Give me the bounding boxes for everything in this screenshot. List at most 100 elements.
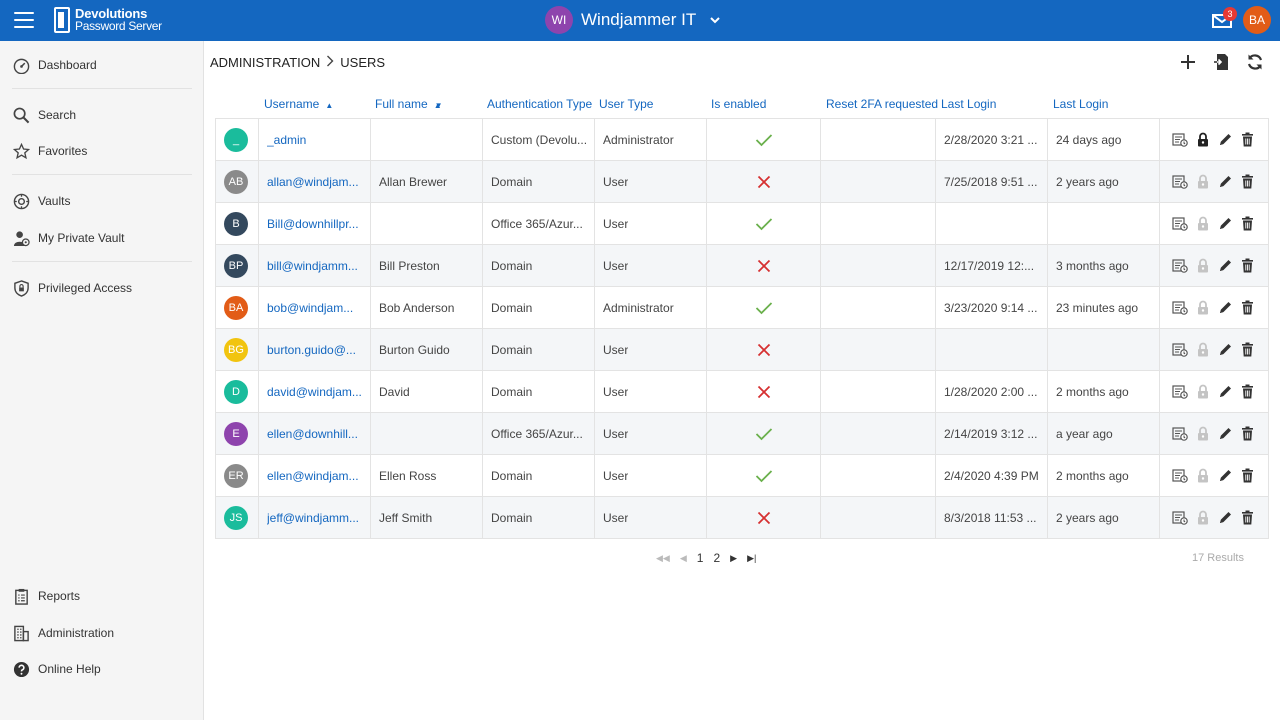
delete-trash-icon[interactable] [1240,216,1256,232]
table-row[interactable]: E ellen@downhill... Office 365/Azur... U… [215,413,1269,455]
lock-icon[interactable] [1195,468,1211,484]
table-row[interactable]: BG burton.guido@... Burton Guido Domain … [215,329,1269,371]
lock-icon[interactable] [1195,342,1211,358]
edit-pencil-icon[interactable] [1217,174,1233,190]
edit-pencil-icon[interactable] [1217,384,1233,400]
delete-trash-icon[interactable] [1240,468,1256,484]
username-link[interactable]: jeff@windjamm... [267,510,359,525]
username-link[interactable]: burton.guido@... [267,342,356,357]
refresh-button[interactable] [1245,52,1265,72]
lock-icon[interactable] [1195,258,1211,274]
username-link[interactable]: bill@windjamm... [267,258,358,273]
edit-pencil-icon[interactable] [1217,300,1233,316]
last-page-icon[interactable]: ▶| [747,552,757,563]
delete-trash-icon[interactable] [1240,132,1256,148]
username-cell[interactable]: burton.guido@... [259,329,371,370]
edit-pencil-icon[interactable] [1217,426,1233,442]
edit-pencil-icon[interactable] [1217,510,1233,526]
page-1-button[interactable]: 1 [696,551,704,565]
lock-icon[interactable] [1195,174,1211,190]
user-report-icon[interactable] [1172,300,1188,316]
edit-pencil-icon[interactable] [1217,258,1233,274]
sidebar-item-search[interactable]: Search [12,103,76,127]
edit-pencil-icon[interactable] [1217,342,1233,358]
user-report-icon[interactable] [1172,468,1188,484]
user-report-icon[interactable] [1172,258,1188,274]
username-cell[interactable]: bill@windjamm... [259,245,371,286]
username-cell[interactable]: _admin [259,119,371,160]
hamburger-menu-icon[interactable] [14,12,34,28]
edit-pencil-icon[interactable] [1217,216,1233,232]
delete-trash-icon[interactable] [1240,300,1256,316]
column-header-reset-2fa[interactable]: Reset 2FA requested [826,97,939,111]
user-report-icon[interactable] [1172,342,1188,358]
add-user-button[interactable] [1178,52,1198,72]
sidebar-item-administration[interactable]: Administration [12,621,114,645]
lock-icon[interactable] [1195,510,1211,526]
table-row[interactable]: BP bill@windjamm... Bill Preston Domain … [215,245,1269,287]
lock-icon[interactable] [1195,426,1211,442]
lock-icon[interactable] [1195,216,1211,232]
edit-pencil-icon[interactable] [1217,132,1233,148]
username-cell[interactable]: allan@windjam... [259,161,371,202]
username-cell[interactable]: david@windjam... [259,371,371,412]
column-header-last-login-relative[interactable]: Last Login [1053,97,1109,111]
sidebar-item-privileged-access[interactable]: Privileged Access [12,276,132,300]
first-page-icon[interactable]: ◀◀ [656,552,670,563]
delete-trash-icon[interactable] [1240,174,1256,190]
import-button[interactable] [1211,52,1231,72]
username-link[interactable]: bob@windjam... [267,300,354,315]
username-link[interactable]: ellen@downhill... [267,426,358,441]
username-link[interactable]: ellen@windjam... [267,468,359,483]
delete-trash-icon[interactable] [1240,384,1256,400]
next-page-icon[interactable]: ▶ [730,552,738,563]
username-link[interactable]: david@windjam... [267,384,362,399]
username-cell[interactable]: jeff@windjamm... [259,497,371,538]
sidebar-item-my-private-vault[interactable]: My Private Vault [12,226,124,250]
user-report-icon[interactable] [1172,132,1188,148]
breadcrumb-administration[interactable]: ADMINISTRATION [210,55,321,70]
notifications-mail-icon[interactable]: 3 [1212,7,1237,28]
column-header-fullname[interactable]: Full name ▲ ▼ [375,97,443,111]
column-header-username[interactable]: Username ▲ [264,97,334,111]
lock-icon[interactable] [1195,300,1211,316]
page-2-button[interactable]: 2 [713,551,721,565]
sidebar-item-reports[interactable]: Reports [12,584,80,608]
user-report-icon[interactable] [1172,216,1188,232]
username-cell[interactable]: bob@windjam... [259,287,371,328]
username-link[interactable]: _admin [267,132,307,147]
devolutions-logo[interactable]: Devolutions Password Server [54,7,162,33]
sidebar-item-online-help[interactable]: Online Help [12,657,101,681]
user-report-icon[interactable] [1172,510,1188,526]
username-link[interactable]: allan@windjam... [267,174,359,189]
user-report-icon[interactable] [1172,174,1188,190]
edit-pencil-icon[interactable] [1217,468,1233,484]
sidebar-item-vaults[interactable]: Vaults [12,189,70,213]
sidebar-item-favorites[interactable]: Favorites [12,139,87,163]
table-row[interactable]: AB allan@windjam... Allan Brewer Domain … [215,161,1269,203]
lock-icon[interactable] [1195,132,1211,148]
column-header-is-enabled[interactable]: Is enabled [711,97,767,111]
username-cell[interactable]: Bill@downhillpr... [259,203,371,244]
previous-page-icon[interactable]: ◀ [679,552,687,563]
table-row[interactable]: B Bill@downhillpr... Office 365/Azur... … [215,203,1269,245]
delete-trash-icon[interactable] [1240,510,1256,526]
delete-trash-icon[interactable] [1240,426,1256,442]
delete-trash-icon[interactable] [1240,258,1256,274]
vault-switcher[interactable]: WI Windjammer IT [545,5,720,35]
delete-trash-icon[interactable] [1240,342,1256,358]
sidebar-item-dashboard[interactable]: Dashboard [12,53,97,77]
table-row[interactable]: ER ellen@windjam... Ellen Ross Domain Us… [215,455,1269,497]
column-header-last-login[interactable]: Last Login [941,97,997,111]
username-link[interactable]: Bill@downhillpr... [267,216,359,231]
lock-icon[interactable] [1195,384,1211,400]
table-row[interactable]: JS jeff@windjamm... Jeff Smith Domain Us… [215,497,1269,539]
column-header-authentication-type[interactable]: Authentication Type [487,97,593,111]
user-report-icon[interactable] [1172,384,1188,400]
table-row[interactable]: BA bob@windjam... Bob Anderson Domain Ad… [215,287,1269,329]
username-cell[interactable]: ellen@windjam... [259,455,371,496]
user-report-icon[interactable] [1172,426,1188,442]
username-cell[interactable]: ellen@downhill... [259,413,371,454]
table-row[interactable]: _ _admin Custom (Devolu... Administrator… [215,119,1269,161]
column-header-user-type[interactable]: User Type [599,97,654,111]
